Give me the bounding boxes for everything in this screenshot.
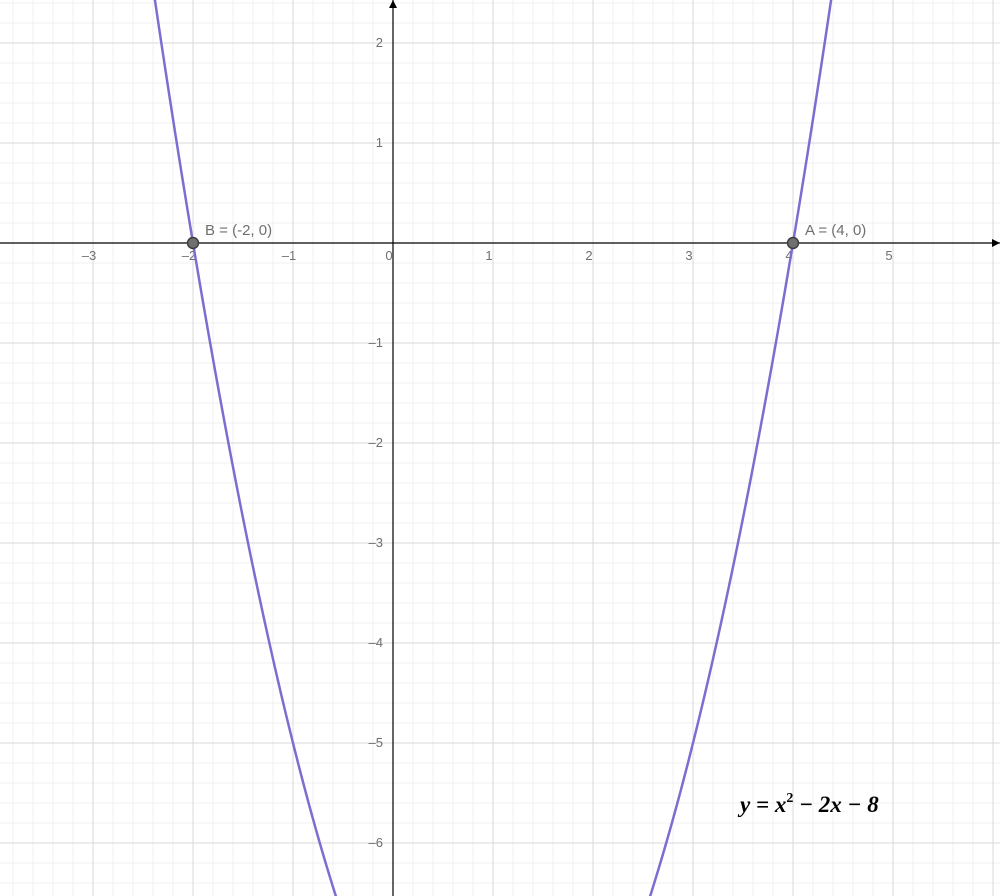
svg-text:–5: –5 (369, 735, 383, 750)
svg-text:–3: –3 (82, 248, 96, 263)
point-label-B: B = (-2, 0) (205, 222, 272, 239)
svg-text:3: 3 (685, 248, 692, 263)
svg-text:5: 5 (885, 248, 892, 263)
point-label-A: A = (4, 0) (805, 222, 866, 239)
svg-text:0: 0 (385, 248, 392, 263)
svg-text:–4: –4 (369, 635, 383, 650)
equation-label: y = x2 − 2x − 8 (737, 791, 879, 817)
svg-text:–6: –6 (369, 835, 383, 850)
point-A[interactable] (788, 238, 799, 249)
parabola-chart: –3–2–1012345–10–9–8–7–6–5–4–3–2–11234B =… (0, 0, 1000, 896)
svg-text:–3: –3 (369, 535, 383, 550)
svg-text:2: 2 (585, 248, 592, 263)
svg-text:–1: –1 (282, 248, 296, 263)
svg-text:–2: –2 (369, 435, 383, 450)
point-B[interactable] (188, 238, 199, 249)
svg-text:1: 1 (376, 135, 383, 150)
svg-text:1: 1 (485, 248, 492, 263)
svg-text:2: 2 (376, 35, 383, 50)
svg-text:–1: –1 (369, 335, 383, 350)
